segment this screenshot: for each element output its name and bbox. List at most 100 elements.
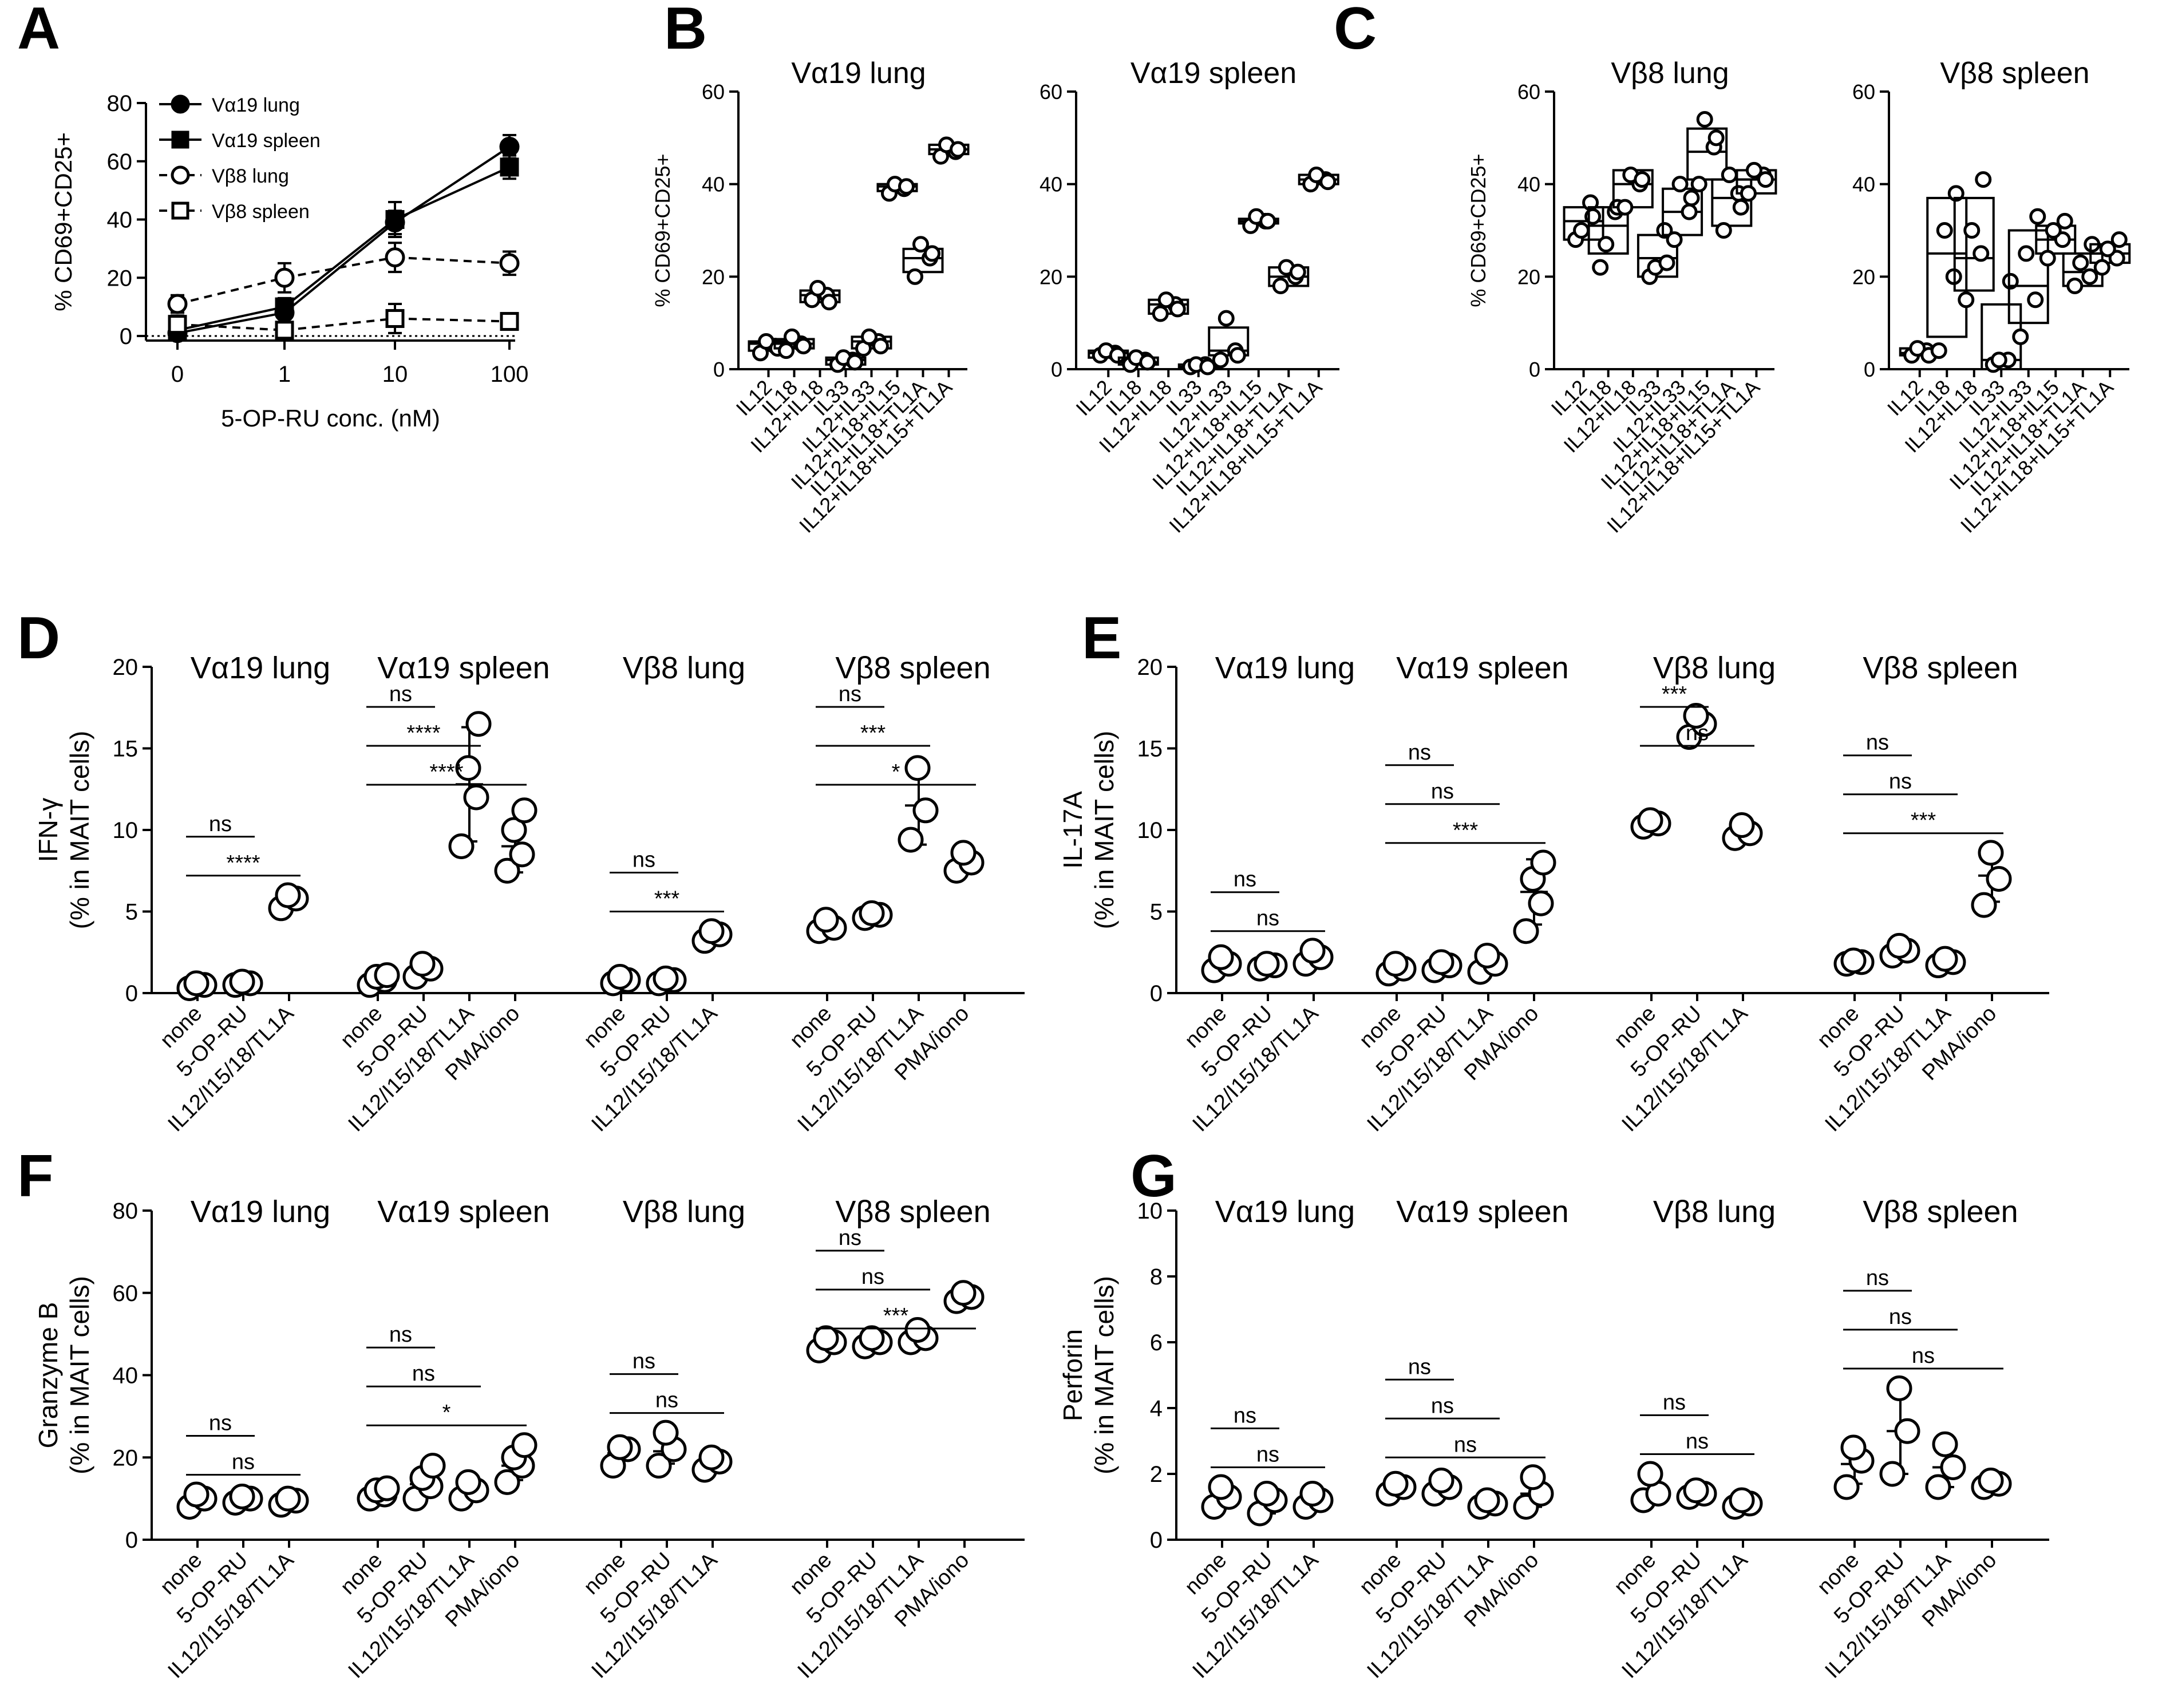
data-point	[167, 294, 188, 314]
data-point	[1683, 189, 1700, 207]
data-point	[499, 253, 520, 274]
data-point	[1530, 849, 1556, 876]
data-point	[646, 1453, 672, 1479]
subplot-title: Vα19 spleen	[1396, 651, 1568, 685]
data-point	[1879, 1461, 1906, 1487]
significance-label: ns	[232, 1450, 255, 1474]
significance-label: ns	[1408, 741, 1431, 765]
significance-label: ***	[883, 1304, 909, 1328]
series-line	[177, 306, 285, 331]
data-point	[1254, 951, 1280, 977]
significance-label: ns	[412, 1362, 435, 1386]
significance-label: ns	[1234, 1404, 1256, 1428]
data-point	[653, 1420, 679, 1446]
significance-label: ****	[226, 851, 260, 875]
subplot-title: Vβ8 lung	[623, 651, 745, 685]
significance-label: ns	[1256, 1443, 1279, 1467]
data-point	[494, 1469, 520, 1495]
legend-marker	[171, 94, 190, 114]
data-point	[1971, 892, 1997, 918]
data-point	[1690, 176, 1707, 193]
legend-label: Vβ8 lung	[212, 165, 289, 187]
data-point	[607, 1434, 633, 1460]
data-point	[1840, 947, 1867, 974]
data-point	[275, 882, 301, 908]
subplot-title: Vβ8 lung	[1653, 1195, 1776, 1229]
legend-label: Vβ8 spleen	[212, 201, 310, 223]
data-point	[1975, 171, 1992, 188]
y-tick-label: 6	[1150, 1330, 1163, 1355]
data-point	[1513, 918, 1539, 944]
data-point	[2056, 212, 2073, 230]
data-point	[1930, 342, 1947, 359]
data-point	[912, 797, 939, 824]
y-tick-label: 15	[1137, 737, 1163, 762]
data-point	[374, 962, 400, 989]
data-point	[1658, 254, 1675, 271]
x-tick-label: 0	[171, 362, 184, 387]
legend-marker	[171, 131, 189, 149]
data-point	[1474, 1487, 1500, 1513]
data-point	[455, 1469, 481, 1495]
data-point	[1958, 291, 1975, 309]
data-point	[2066, 278, 2084, 294]
data-point	[2045, 222, 2062, 239]
data-point	[904, 755, 931, 781]
data-point	[274, 267, 295, 288]
y-axis-title: % CD69+CD25+	[50, 132, 77, 311]
data-point	[1598, 236, 1615, 253]
data-point	[1152, 305, 1169, 322]
y-tick-label: 20	[113, 655, 139, 680]
data-point	[1833, 1474, 1860, 1500]
data-point	[1986, 866, 2012, 892]
subplot-title: Vβ8 spleen	[1863, 651, 2018, 685]
y-tick-label: 10	[113, 818, 139, 843]
data-point	[912, 236, 929, 253]
data-point	[511, 797, 537, 824]
data-point	[509, 841, 535, 868]
data-point	[1973, 245, 1990, 262]
data-point	[385, 210, 405, 229]
data-point	[1925, 1474, 1951, 1500]
significance-label: ****	[406, 721, 440, 745]
data-point	[1229, 347, 1246, 364]
data-point	[1474, 942, 1500, 968]
data-point	[1715, 222, 1732, 239]
data-point	[1637, 1461, 1663, 1487]
data-point	[2081, 268, 2098, 285]
box	[1686, 127, 1728, 181]
data-point	[1634, 171, 1651, 188]
subplot-title: Vβ8 lung	[623, 1195, 745, 1229]
data-point	[1299, 1481, 1326, 1507]
significance-label: ns	[1234, 868, 1256, 892]
data-point	[1683, 703, 1709, 729]
data-point	[1886, 932, 1912, 959]
y-tick-label: 0	[125, 981, 138, 1006]
data-point	[1637, 807, 1663, 833]
data-point	[420, 1453, 446, 1479]
data-point	[1932, 946, 1958, 972]
significance-label: ns	[1408, 1355, 1431, 1379]
subplot-title: Vα19 lung	[1215, 1195, 1355, 1229]
subplot-title: Vβ8 spleen	[835, 1195, 990, 1229]
data-point	[275, 321, 294, 340]
data-point	[2012, 328, 2029, 345]
y-tick-label: 10	[1137, 1199, 1163, 1224]
y-tick-label: 40	[1517, 173, 1540, 196]
legend-label: Vα19 lung	[212, 94, 300, 116]
data-point	[500, 157, 519, 177]
data-point	[1520, 1464, 1546, 1490]
subplot-title: Vα19 spleen	[1396, 1195, 1568, 1229]
data-point	[1894, 1418, 1920, 1444]
panel-letter-E: E	[1082, 605, 1121, 671]
data-point	[2039, 250, 2056, 267]
data-point	[813, 907, 839, 933]
data-point	[859, 900, 885, 926]
data-point	[2072, 254, 2089, 271]
significance-label: ns	[389, 682, 412, 706]
data-point	[861, 328, 877, 345]
significance-label: ns	[633, 848, 655, 872]
data-point	[374, 1475, 400, 1501]
data-point	[1109, 347, 1126, 364]
